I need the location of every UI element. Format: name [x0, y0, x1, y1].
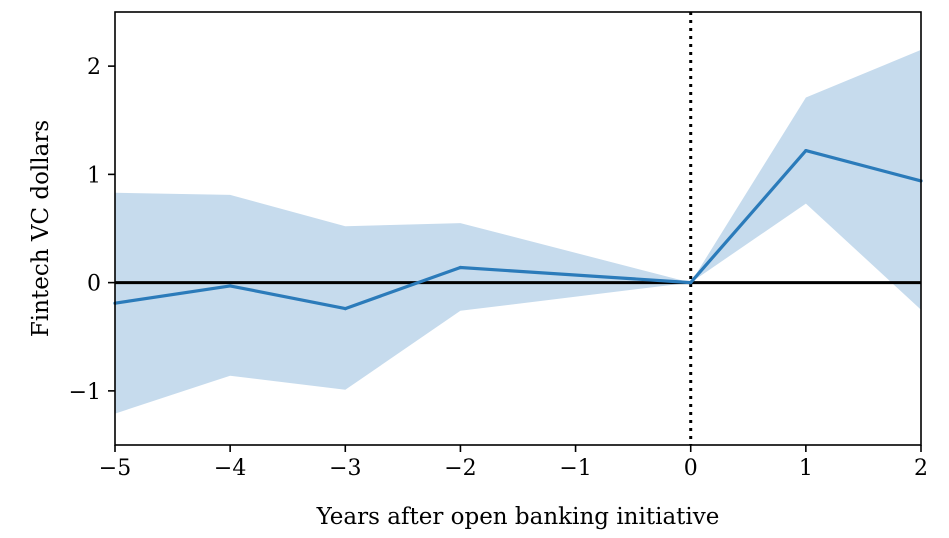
y-tick-label: 2	[87, 55, 101, 80]
y-tick-label: −1	[69, 380, 101, 405]
x-tick-label: 1	[799, 456, 813, 481]
y-axis-label: Fintech VC dollars	[28, 120, 54, 337]
x-tick-label: −1	[559, 456, 591, 481]
x-tick-label: −3	[329, 456, 361, 481]
data-point	[228, 284, 232, 288]
data-point	[804, 148, 808, 153]
data-point	[343, 307, 347, 311]
x-axis-label: Years after open banking initiative	[316, 504, 720, 530]
x-tick-label: 2	[914, 456, 928, 481]
confidence-band	[115, 49, 921, 414]
data-point	[458, 265, 463, 270]
x-tick-label: −4	[214, 456, 246, 481]
data-point	[689, 281, 693, 285]
x-tick-label: −5	[99, 456, 131, 481]
y-tick-label: 1	[87, 163, 101, 188]
y-tick-label: 0	[87, 272, 101, 297]
plot-frame	[114, 11, 922, 446]
plot-area	[113, 12, 923, 445]
y-axis: −1 0 1 2	[69, 55, 115, 405]
x-tick-label: −2	[444, 456, 476, 481]
x-tick-label: 0	[684, 456, 698, 481]
x-axis: −5 −4 −3 −2 −1 0 1 2	[99, 445, 928, 481]
